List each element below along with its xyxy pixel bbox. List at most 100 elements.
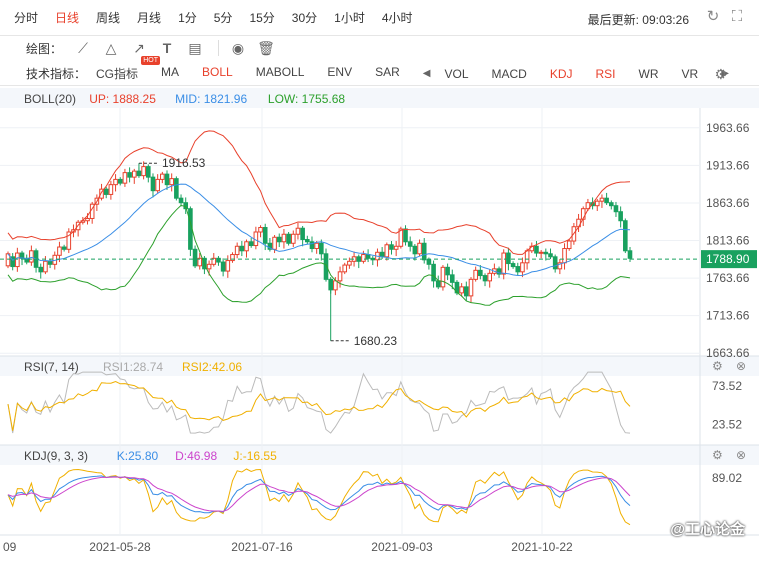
- close-icon[interactable]: ⊗: [736, 359, 746, 373]
- candle: [29, 245, 34, 266]
- candle-body: [99, 188, 104, 199]
- period-tab[interactable]: 分时: [14, 11, 39, 25]
- candle: [281, 228, 287, 249]
- sub-indicator-item[interactable]: MACD: [491, 66, 527, 81]
- main-indicator-item[interactable]: SAR: [375, 65, 400, 79]
- candle-body: [164, 173, 170, 186]
- sub-indicator-item[interactable]: RSI: [595, 66, 616, 81]
- price-tick-label: 1863.66: [706, 196, 750, 210]
- sub-indicator-item[interactable]: WR: [638, 66, 659, 81]
- candle: [267, 238, 273, 252]
- candle-body: [552, 256, 558, 270]
- price-tick-label: 1913.66: [706, 158, 750, 172]
- period-tab[interactable]: 15分: [249, 11, 275, 25]
- period-tab[interactable]: 日线: [55, 11, 80, 25]
- candle-body: [431, 263, 436, 282]
- candle: [506, 247, 511, 271]
- period-tab[interactable]: 1分: [178, 11, 197, 25]
- panel-gear-icon[interactable]: ⚙: [712, 448, 723, 462]
- candle: [496, 266, 502, 278]
- candle-body: [464, 286, 469, 297]
- candle-body: [66, 231, 72, 250]
- candle-body: [534, 245, 539, 254]
- fullscreen-icon[interactable]: ⛶: [731, 8, 743, 25]
- candle-body: [272, 236, 277, 250]
- refresh-icon[interactable]: ↻: [706, 8, 720, 25]
- scroll-left-icon[interactable]: ◀: [422, 68, 431, 79]
- sub-indicator-item[interactable]: VOL: [444, 66, 469, 81]
- note-tool-icon[interactable]: ▤: [188, 40, 202, 56]
- main-indicator-item[interactable]: ENV: [327, 65, 353, 79]
- candle: [155, 174, 160, 193]
- candle: [552, 254, 558, 273]
- candle-body: [389, 244, 394, 250]
- main-indicator-item[interactable]: BOLL: [202, 65, 233, 79]
- candle-body: [333, 280, 338, 291]
- candle: [389, 241, 394, 255]
- candle-body: [566, 240, 572, 250]
- legend-text: BOLL(20): [24, 92, 76, 106]
- line-tool-icon[interactable]: ⟋: [78, 40, 88, 56]
- period-tab[interactable]: 1小时: [334, 11, 365, 25]
- candle: [150, 173, 156, 198]
- candle-body: [347, 260, 352, 266]
- candle-body: [244, 241, 249, 252]
- legend-text: J:-16.55: [233, 449, 277, 463]
- candle: [169, 173, 174, 192]
- candle-body: [557, 262, 563, 270]
- sub-indicator-item[interactable]: VR: [681, 66, 699, 81]
- candle: [220, 258, 226, 277]
- sub-indicator-item[interactable]: KDJ: [549, 66, 573, 81]
- candle-body: [220, 261, 226, 272]
- candle-body: [10, 256, 15, 268]
- candle-body: [627, 250, 633, 259]
- candle-body: [47, 260, 53, 265]
- candle-body: [524, 250, 530, 264]
- candle: [613, 201, 619, 217]
- scroll-right-icon[interactable]: ▶: [721, 68, 729, 79]
- period-tab[interactable]: 30分: [291, 11, 318, 25]
- candle-body: [5, 253, 11, 267]
- main-indicator-item[interactable]: MABOLL: [255, 65, 305, 79]
- candle-body: [258, 226, 263, 233]
- candle-body: [323, 253, 329, 280]
- candle-body: [337, 271, 343, 282]
- candle-body: [398, 228, 404, 247]
- candle-body: [267, 242, 273, 250]
- eye-icon[interactable]: ◉: [231, 40, 245, 56]
- candle-body: [384, 244, 390, 258]
- period-tab[interactable]: 周线: [96, 11, 121, 25]
- candle-body: [482, 275, 488, 282]
- trash-icon[interactable]: 🗑: [257, 40, 275, 56]
- candle: [216, 256, 221, 266]
- candle: [347, 257, 352, 269]
- candle-body: [178, 197, 184, 204]
- period-tab[interactable]: 月线: [137, 11, 162, 25]
- candle-body: [608, 202, 614, 207]
- candle-body: [61, 246, 67, 250]
- price-tick-label: 1663.66: [706, 346, 750, 360]
- candle: [608, 200, 614, 210]
- main-indicator-item[interactable]: MA: [161, 65, 180, 79]
- indicator-settings-gear-icon[interactable]: ⚙: [714, 66, 727, 82]
- main-indicator-item[interactable]: CG指标 HOT: [96, 56, 161, 81]
- candle-body: [29, 250, 34, 263]
- candle-body: [248, 241, 254, 247]
- candle-body: [155, 178, 160, 192]
- chart-area[interactable]: 1963.66 1913.66 1863.66 1813.66 1763.66 1713.…: [0, 88, 759, 560]
- candle-body: [127, 172, 132, 178]
- panel-gear-icon[interactable]: ⚙: [712, 359, 723, 373]
- candle: [337, 266, 343, 288]
- close-icon[interactable]: ⊗: [736, 448, 746, 462]
- period-tab[interactable]: 5分: [213, 11, 233, 25]
- price-tick-label: 1963.66: [706, 121, 750, 135]
- candle-body: [506, 252, 511, 265]
- kdj-d-line: [7, 476, 631, 512]
- triangle-tool-icon[interactable]: △: [105, 40, 117, 56]
- text-tool-icon[interactable]: T: [162, 40, 172, 56]
- candle: [520, 257, 525, 278]
- candle-body: [445, 266, 450, 276]
- chart-background: [0, 88, 759, 560]
- arrow-tool-icon[interactable]: ↗: [133, 40, 145, 56]
- period-tab[interactable]: 4小时: [381, 11, 413, 25]
